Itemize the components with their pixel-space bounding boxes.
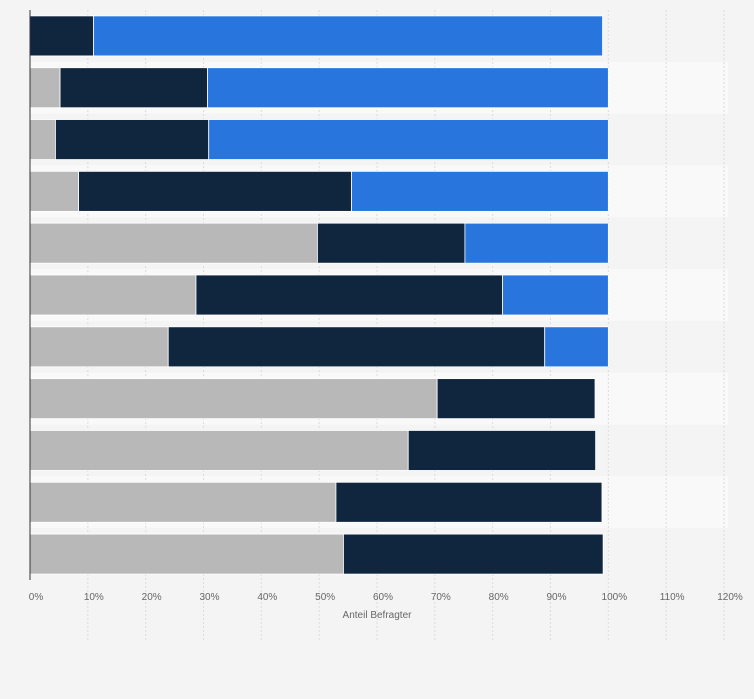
- bar-segment: [351, 170, 609, 212]
- x-tick-label: 70%: [431, 592, 451, 603]
- bar-segment: [29, 378, 438, 420]
- bar-segment: [29, 326, 169, 368]
- bar-segment: [59, 67, 208, 109]
- x-axis-title: Anteil Befragter: [343, 610, 413, 621]
- x-tick-label: 30%: [199, 592, 219, 603]
- bar-segment: [29, 119, 56, 160]
- bar-segment: [29, 222, 318, 264]
- bar-segment: [208, 119, 609, 160]
- bar-segment: [317, 222, 466, 264]
- bar-segment: [195, 274, 503, 316]
- bar-segment: [167, 326, 546, 368]
- bar-segment: [544, 326, 609, 368]
- x-tick-label: 110%: [660, 592, 685, 603]
- x-tick-label: 10%: [84, 592, 104, 603]
- bar-segment: [29, 15, 95, 57]
- bar-segment: [29, 533, 344, 575]
- bar-segment: [29, 430, 409, 471]
- bar-segment: [335, 481, 603, 523]
- bar-segment: [407, 430, 597, 471]
- x-tick-label: 20%: [142, 592, 162, 603]
- x-tick-label: 60%: [373, 592, 393, 603]
- x-tick-label: 120%: [717, 592, 743, 603]
- bar-segment: [29, 67, 61, 109]
- bar-segment: [29, 170, 79, 212]
- bar-segment: [29, 481, 337, 523]
- x-tick-label: 80%: [489, 592, 509, 603]
- bars: [29, 15, 609, 575]
- x-tick-label: 0%: [29, 592, 44, 603]
- bar-segment: [343, 533, 604, 575]
- x-tick-labels: 0% 10% 20% 30% 40% 50% 60% 70% 80% 90% 100% 110% 120…: [29, 592, 743, 603]
- bar-segment: [55, 119, 210, 160]
- bar-segment: [436, 378, 596, 420]
- x-tick-label: 100%: [602, 592, 628, 603]
- bar-segment: [78, 170, 352, 212]
- bar-segment: [29, 274, 197, 316]
- x-tick-label: 40%: [257, 592, 277, 603]
- bar-segment: [207, 67, 609, 109]
- x-tick-label: 90%: [546, 592, 566, 603]
- bar-segment: [464, 222, 609, 264]
- bar-segment: [93, 15, 603, 57]
- x-tick-label: 50%: [315, 592, 335, 603]
- bar-segment: [502, 274, 609, 316]
